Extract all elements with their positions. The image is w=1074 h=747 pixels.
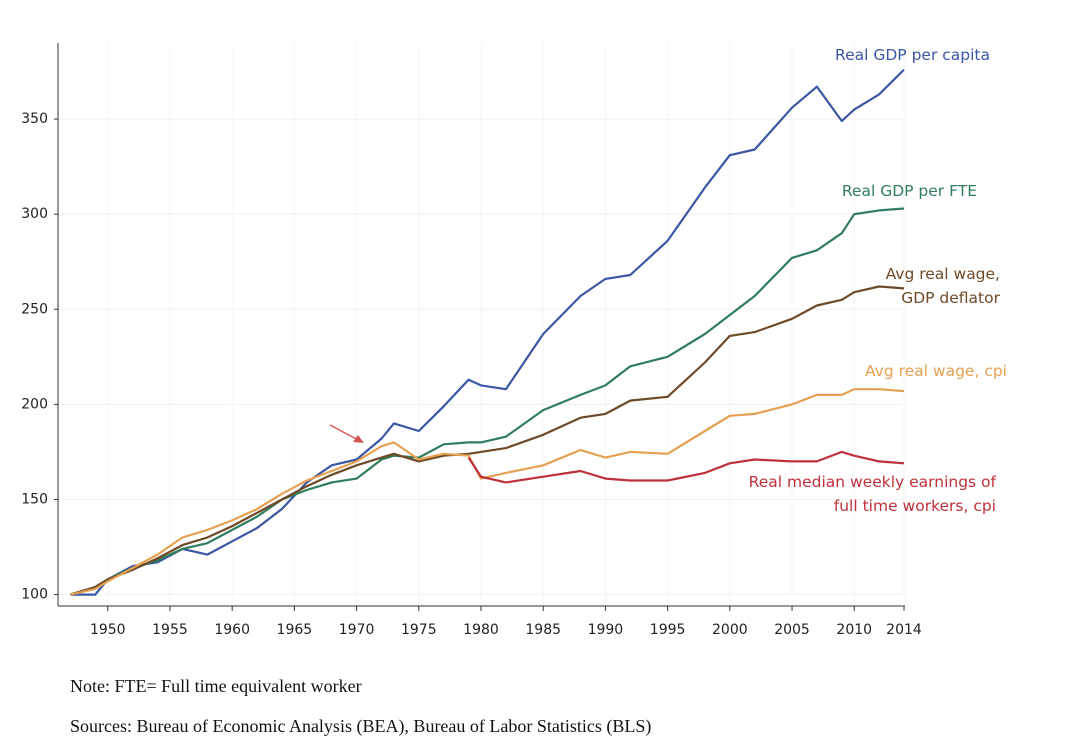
note: Note: FTE= Full time equivalent worker — [70, 676, 362, 696]
series-label: Real median weekly earnings of full time… — [748, 473, 996, 515]
x-tick-label: 1975 — [401, 622, 437, 638]
series-label: Real GDP per FTE — [841, 182, 977, 200]
series-label: Avg real wage, GDP deflator — [885, 265, 1000, 307]
y-tick-label: 100 — [21, 587, 48, 603]
x-tick-label: 1955 — [152, 622, 188, 638]
y-tick-label: 250 — [21, 301, 48, 317]
line — [70, 388, 905, 596]
arrow — [329, 424, 364, 443]
sources: Sources: Bureau of Economic Analysis (BE… — [70, 716, 652, 736]
series-label: Avg real wage, cpi — [864, 362, 1007, 380]
y-tick-label: 200 — [21, 396, 48, 412]
y-tick-label: 300 — [21, 206, 48, 222]
x-tick-label: 1990 — [588, 622, 624, 638]
line — [70, 207, 905, 596]
x-tick-label: 2000 — [712, 622, 748, 638]
x-tick-label: 2010 — [836, 622, 872, 638]
x-tick-label: 1960 — [214, 622, 250, 638]
x-tick-label: 1985 — [525, 622, 561, 638]
x-tick-label: 1950 — [90, 622, 126, 638]
x-tick-label: 1965 — [277, 622, 313, 638]
x-tick-label: 1995 — [650, 622, 686, 638]
x-tick-label: 2014 — [886, 622, 922, 638]
line — [70, 68, 905, 596]
grid — [58, 43, 905, 606]
series-label: Real GDP per capita — [835, 46, 990, 64]
y-tick-label: 350 — [21, 111, 48, 127]
line — [467, 450, 905, 484]
x-tick-label: 2005 — [774, 622, 810, 638]
x-tick-label: 1980 — [463, 622, 499, 638]
y-tick-label: 150 — [21, 491, 48, 507]
x-tick-label: 1970 — [339, 622, 375, 638]
